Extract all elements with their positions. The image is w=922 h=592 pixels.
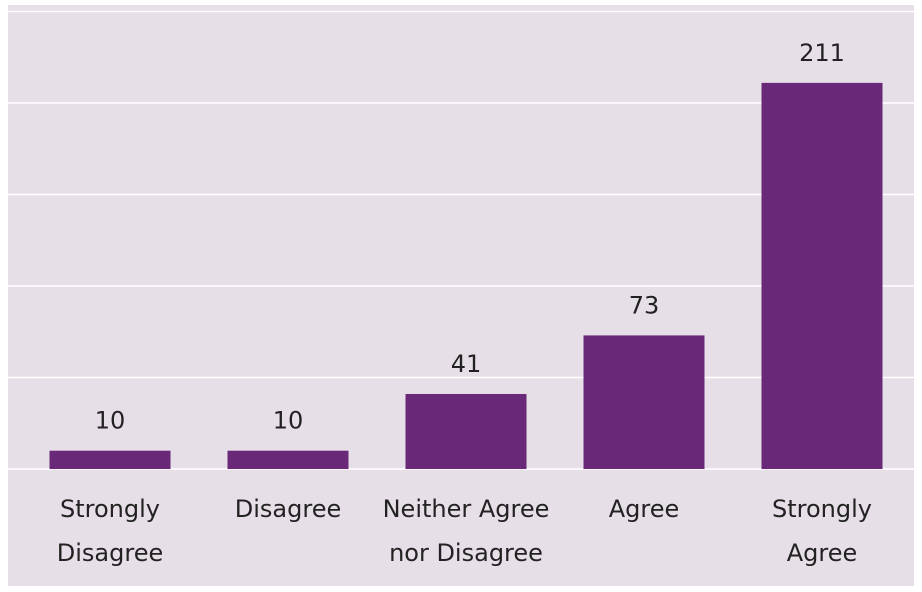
value-label-4: 211 xyxy=(799,39,845,67)
bar-chart: 10 10 41 73 211 Strongly Disagree Disagree Neit… xyxy=(8,5,914,586)
bar-2 xyxy=(405,393,527,469)
category-labels: Strongly Disagree Disagree Neither Agree nor… xyxy=(57,495,872,567)
bar-1 xyxy=(227,450,349,469)
category-label-2-0: Neither Agree xyxy=(383,495,550,523)
category-label-4-0: Strongly xyxy=(772,495,872,523)
bars xyxy=(49,82,883,470)
category-label-4-1: Agree xyxy=(787,539,858,567)
value-label-2: 41 xyxy=(451,350,482,378)
chart-panel: 10 10 41 73 211 Strongly Disagree Disagree Neit… xyxy=(8,5,914,586)
value-label-3: 73 xyxy=(629,291,660,319)
value-label-1: 10 xyxy=(273,407,304,435)
category-label-2-1: nor Disagree xyxy=(389,539,543,567)
category-label-3-0: Agree xyxy=(609,495,680,523)
value-label-0: 10 xyxy=(95,407,126,435)
bar-3 xyxy=(583,335,705,469)
category-label-0-1: Disagree xyxy=(57,539,163,567)
value-labels: 10 10 41 73 211 xyxy=(95,39,845,435)
category-label-1-0: Disagree xyxy=(235,495,341,523)
category-label-0-0: Strongly xyxy=(60,495,160,523)
bar-4 xyxy=(761,82,883,470)
bar-0 xyxy=(49,450,171,469)
